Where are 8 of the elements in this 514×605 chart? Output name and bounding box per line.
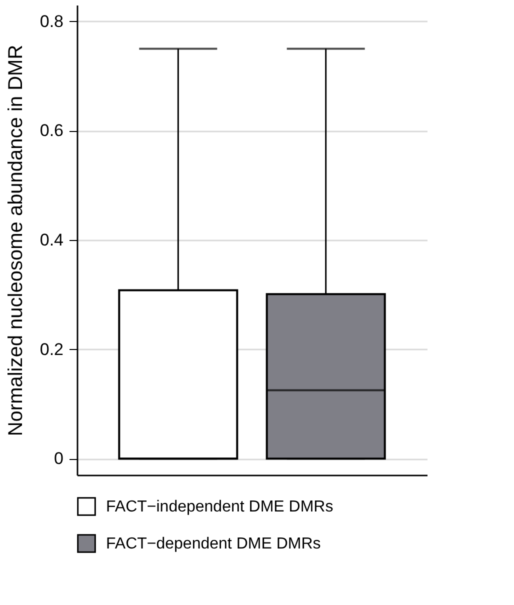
y-axis-title: Normalized nucleosome abundance in DMR — [4, 44, 27, 436]
y-tick-label: 0 — [54, 449, 64, 468]
y-tick-label: 0.2 — [40, 340, 64, 359]
y-tick-label: 0.8 — [40, 12, 64, 31]
y-tick-label: 0.4 — [40, 230, 64, 250]
y-tick-label: 0.6 — [40, 121, 64, 140]
legend-label: FACT−independent DME DMRs — [106, 498, 334, 516]
legend-label: FACT−dependent DME DMRs — [106, 536, 321, 552]
